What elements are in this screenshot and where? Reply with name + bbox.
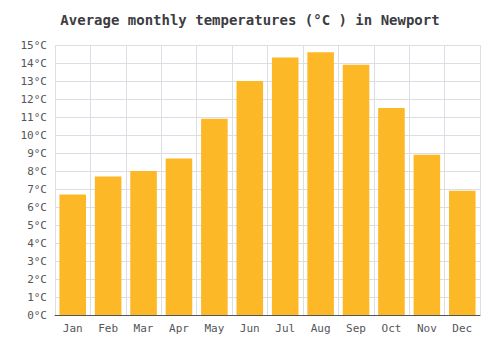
svg-text:Dec: Dec xyxy=(452,322,472,335)
svg-text:15°C: 15°C xyxy=(21,39,48,52)
svg-text:Jul: Jul xyxy=(275,322,295,335)
svg-text:12°C: 12°C xyxy=(21,93,48,106)
svg-text:10°C: 10°C xyxy=(21,129,48,142)
svg-text:14°C: 14°C xyxy=(21,57,48,70)
svg-text:Sep: Sep xyxy=(346,322,366,335)
svg-text:9°C: 9°C xyxy=(27,147,47,160)
svg-text:Aug: Aug xyxy=(311,322,331,335)
svg-text:0°C: 0°C xyxy=(27,309,47,322)
svg-text:11°C: 11°C xyxy=(21,111,48,124)
svg-text:7°C: 7°C xyxy=(27,183,47,196)
svg-text:2°C: 2°C xyxy=(27,273,47,286)
svg-text:Apr: Apr xyxy=(169,322,189,335)
svg-text:6°C: 6°C xyxy=(27,201,47,214)
svg-text:13°C: 13°C xyxy=(21,75,48,88)
svg-text:Nov: Nov xyxy=(417,322,437,335)
svg-text:5°C: 5°C xyxy=(27,219,47,232)
svg-text:Oct: Oct xyxy=(382,322,402,335)
svg-text:Average monthly temperatures (: Average monthly temperatures (°C ) in Ne… xyxy=(60,12,439,28)
svg-text:Mar: Mar xyxy=(134,322,154,335)
svg-text:May: May xyxy=(204,322,224,335)
svg-text:4°C: 4°C xyxy=(27,237,47,250)
svg-text:Feb: Feb xyxy=(98,322,118,335)
svg-text:Jan: Jan xyxy=(63,322,83,335)
svg-text:3°C: 3°C xyxy=(27,255,47,268)
svg-text:Jun: Jun xyxy=(240,322,260,335)
svg-text:8°C: 8°C xyxy=(27,165,47,178)
svg-text:1°C: 1°C xyxy=(27,291,47,304)
